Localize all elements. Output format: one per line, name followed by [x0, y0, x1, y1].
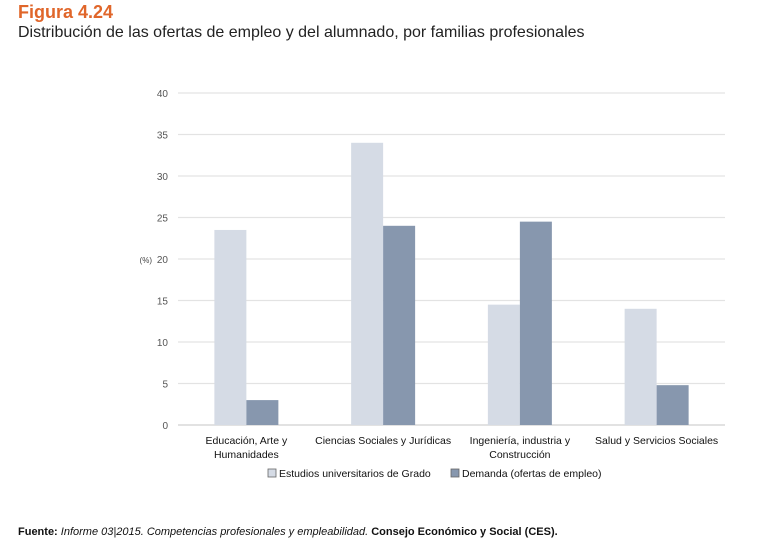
x-tick-label: Ingeniería, industria y — [470, 435, 571, 447]
bar-demanda — [383, 225, 416, 425]
legend-label: Estudios universitarios de Grado — [279, 468, 431, 480]
bar-demanda — [246, 400, 279, 425]
y-tick-label: 10 — [157, 338, 169, 349]
y-tick-label: 35 — [157, 131, 169, 142]
x-tick-label: Construcción — [489, 449, 550, 461]
bar-demanda — [656, 385, 689, 425]
y-tick-label: 15 — [157, 297, 169, 308]
bar-chart: 0 5 10 15 20 25 30 35 40 (%) Educación, Arte y Huma… — [140, 89, 725, 480]
bar-estudios — [624, 308, 657, 425]
legend-swatch — [267, 468, 277, 478]
source-label: Fuente: — [18, 526, 58, 538]
legend-swatch — [450, 468, 460, 478]
bar-demanda — [519, 221, 552, 425]
source-org: Consejo Económico y Social (CES). — [371, 526, 558, 538]
bar-estudios — [487, 304, 520, 425]
figure-title: Distribución de las ofertas de empleo y … — [18, 24, 585, 41]
x-tick-label: Ciencias Sociales y Jurídicas — [315, 435, 451, 447]
legend-label: Demanda (ofertas de empleo) — [462, 468, 602, 480]
y-tick-label: 25 — [157, 214, 169, 225]
bar-estudios — [351, 142, 384, 426]
y-tick-label: 30 — [157, 172, 169, 183]
bar-estudios — [214, 229, 247, 425]
y-tick-label: 5 — [162, 380, 168, 391]
source-text: Informe 03|2015. Competencias profesiona… — [60, 526, 369, 538]
x-tick-label: Salud y Servicios Sociales — [595, 435, 718, 447]
y-tick-label: 20 — [157, 255, 169, 266]
y-tick-label: 40 — [157, 89, 169, 100]
figure-number: Figura 4.24 — [18, 2, 114, 22]
x-tick-label: Educación, Arte y — [206, 435, 288, 447]
y-axis-label: (%) — [140, 256, 153, 265]
y-tick-label: 0 — [162, 421, 168, 432]
x-tick-label: Humanidades — [214, 449, 279, 461]
source-note: Fuente: Informe 03|2015. Competencias pr… — [18, 526, 558, 538]
